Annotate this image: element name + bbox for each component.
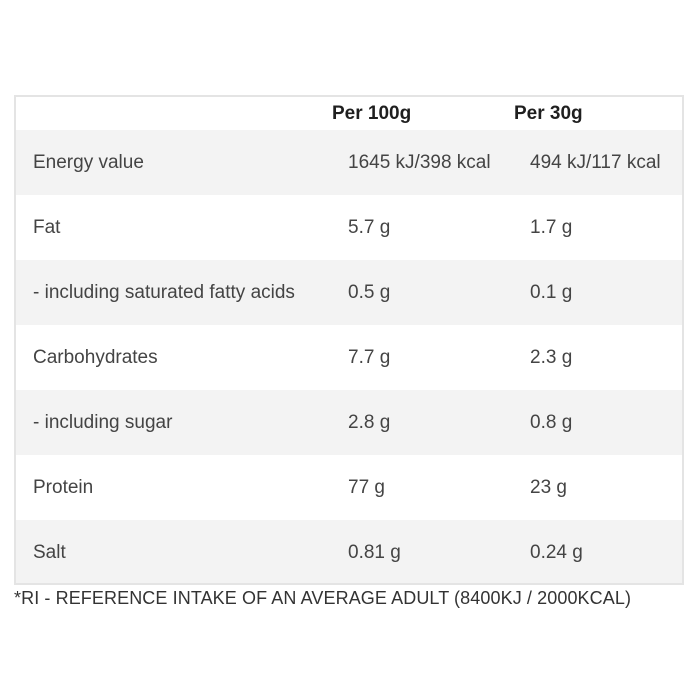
row-name: - including saturated fatty acids <box>33 281 295 303</box>
row-per-30g: 0.24 g <box>530 541 583 563</box>
row-per-30g: 0.1 g <box>530 281 573 303</box>
table-row-salt: Salt 0.81 g 0.24 g <box>16 520 682 585</box>
row-per-100g: 0.5 g <box>348 281 391 303</box>
row-per-30g: 0.8 g <box>530 411 573 433</box>
row-name: Energy value <box>33 151 144 173</box>
row-name: Fat <box>33 216 61 238</box>
footnote: *RI - REFERENCE INTAKE OF AN AVERAGE ADU… <box>14 588 632 608</box>
row-per-100g: 7.7 g <box>348 346 391 368</box>
table-row-saturated-fat: - including saturated fatty acids 0.5 g … <box>16 260 682 325</box>
row-name: Protein <box>33 476 94 498</box>
row-per-30g: 2.3 g <box>530 346 573 368</box>
row-per-100g: 1645 kJ/398 kcal <box>348 151 491 173</box>
table-row-energy: Energy value 1645 kJ/398 kcal 494 kJ/117… <box>16 130 682 195</box>
row-name: Salt <box>33 541 66 563</box>
nutrition-table: Per 100g Per 30g Energy value 1645 kJ/39… <box>14 95 684 585</box>
row-per-100g: 0.81 g <box>348 541 401 563</box>
row-per-30g: 494 kJ/117 kcal <box>530 151 661 173</box>
table-row-sugar: - including sugar 2.8 g 0.8 g <box>16 390 682 455</box>
row-per-100g: 2.8 g <box>348 411 391 433</box>
row-name: Carbohydrates <box>33 346 158 368</box>
row-per-100g: 5.7 g <box>348 216 391 238</box>
row-per-100g: 77 g <box>348 476 385 498</box>
header-per-100g: Per 100g <box>332 103 412 124</box>
table-row-fat: Fat 5.7 g 1.7 g <box>16 195 682 260</box>
table-header-row: Per 100g Per 30g <box>16 97 682 130</box>
row-per-30g: 1.7 g <box>530 216 573 238</box>
table-row-carbohydrates: Carbohydrates 7.7 g 2.3 g <box>16 325 682 390</box>
row-per-30g: 23 g <box>530 476 567 498</box>
footnote-divider <box>14 583 684 585</box>
row-name: - including sugar <box>33 411 173 433</box>
table-row-protein: Protein 77 g 23 g <box>16 455 682 520</box>
header-per-30g: Per 30g <box>514 103 583 124</box>
